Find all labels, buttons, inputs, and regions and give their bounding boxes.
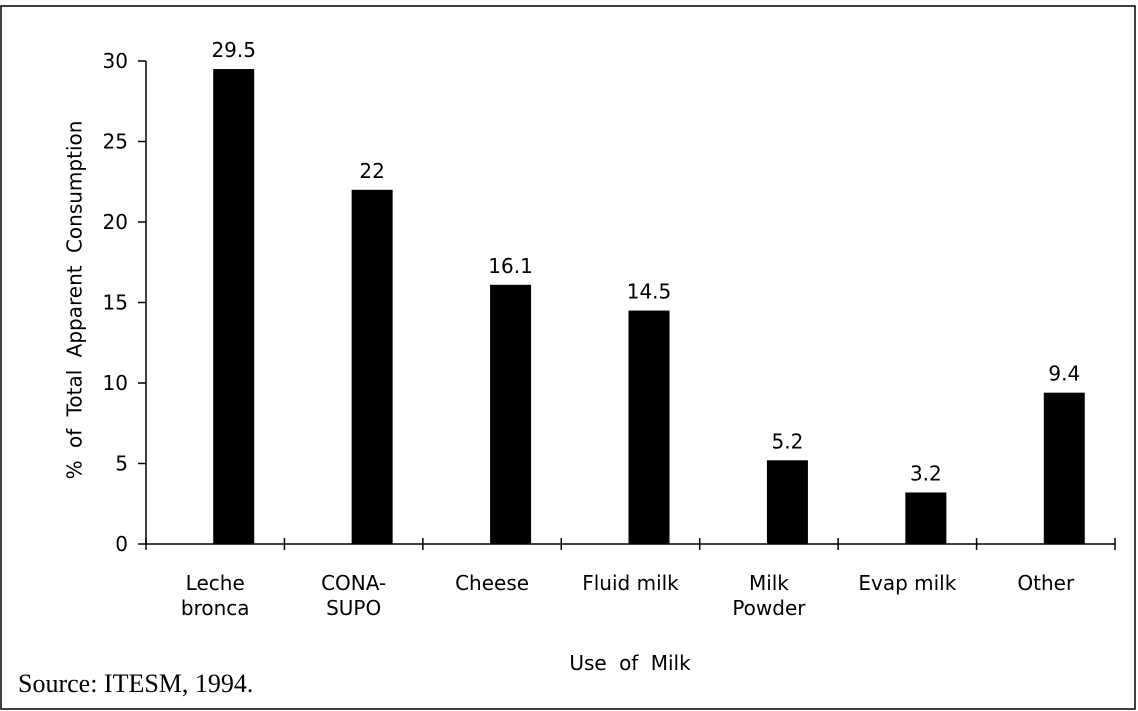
y-tick-label: 5 <box>115 452 128 476</box>
bar <box>213 69 255 545</box>
y-tick-label: 25 <box>103 130 128 154</box>
x-tick-label: Milk Powder <box>732 571 806 620</box>
x-tick-label: Leche bronca <box>181 571 250 620</box>
value-label: 3.2 <box>910 461 942 485</box>
x-tick-label: CONA-SUPO <box>321 571 386 620</box>
bar <box>628 310 670 544</box>
value-label: 22 <box>359 159 384 183</box>
y-tick-label: 30 <box>103 49 128 73</box>
y-tick-label: 10 <box>103 371 128 395</box>
y-tick-label: 20 <box>103 210 128 234</box>
x-tick-label: Evap milk <box>858 571 956 595</box>
bar <box>766 460 808 544</box>
y-tick-label: 15 <box>103 291 128 315</box>
bar <box>490 284 532 544</box>
y-axis-label: % of Total Apparent Consumption <box>63 121 87 480</box>
frame <box>0 5 1136 710</box>
x-tick-label: Fluid milk <box>582 571 679 595</box>
value-label: 9.4 <box>1048 362 1080 386</box>
bar <box>905 492 947 544</box>
y-tick-label: 0 <box>115 532 128 556</box>
x-tick-label: Cheese <box>455 571 529 595</box>
x-axis-label: Use of Milk <box>569 651 691 675</box>
source-note: Source: ITESM, 1994. <box>18 669 253 698</box>
x-tick-label: Other <box>1017 571 1075 595</box>
bar <box>351 189 393 545</box>
value-label: 5.2 <box>772 429 804 453</box>
bar <box>1043 392 1085 544</box>
value-label: 29.5 <box>211 38 256 62</box>
value-label: 16.1 <box>488 254 533 278</box>
value-label: 14.5 <box>627 280 672 304</box>
